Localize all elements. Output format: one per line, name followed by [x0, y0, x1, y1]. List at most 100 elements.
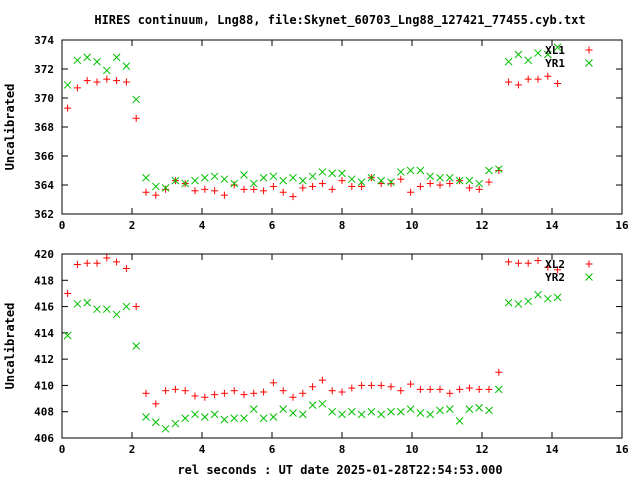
bottom-xl2-point	[122, 264, 130, 272]
bottom-yr2-point	[171, 419, 180, 428]
bottom-yr2-point	[142, 413, 150, 421]
bottom-yr2-point	[73, 300, 82, 308]
top-xl1-point	[348, 182, 356, 190]
bottom-yr2-point	[181, 414, 190, 423]
top-yr1-point	[328, 169, 337, 178]
bottom-yr2-point	[543, 294, 552, 303]
top-x-tick-label: 10	[405, 219, 418, 232]
bottom-yr2-point	[210, 410, 219, 419]
top-xl1-point	[250, 185, 258, 193]
bottom-yr2-point	[318, 399, 327, 408]
bottom-yr2-point	[63, 331, 72, 340]
top-x-tick-label: 16	[615, 219, 629, 232]
top-x-tick-label: 8	[339, 219, 346, 232]
top-xl1-point	[230, 181, 238, 189]
top-xl1-point	[514, 81, 522, 89]
top-panel: Uncalibrated 0 2 4 6 8 10 12 14 16 362 364 366 368 37…	[3, 34, 629, 232]
top-xl1-point	[93, 78, 101, 86]
top-legend-marker-xl1	[585, 46, 593, 54]
top-yr1-point	[240, 170, 248, 179]
bottom-xl2-point	[211, 391, 219, 399]
top-yr1-point	[132, 95, 141, 104]
top-xl1-point	[113, 77, 121, 85]
bottom-xl2-point	[397, 387, 405, 395]
bottom-xl2-point	[475, 385, 483, 393]
bottom-xl2-point	[279, 387, 287, 395]
bottom-y-tick-label: 416	[34, 301, 54, 314]
top-yr1-point	[543, 50, 552, 59]
bottom-yr2-point	[534, 290, 542, 299]
top-xl1-point	[152, 191, 160, 199]
bottom-xl2-point	[191, 392, 199, 400]
top-xl1-point	[426, 180, 434, 188]
bottom-yr2-point	[279, 405, 288, 413]
bottom-x-tick-label: 0	[59, 443, 66, 456]
top-y-tick-label: 374	[34, 34, 54, 47]
top-yr1-point	[181, 179, 190, 188]
bottom-y-axis-label: Uncalibrated	[3, 303, 17, 390]
bottom-xl2-point	[309, 383, 317, 391]
x-axis-label: rel seconds : UT date 2025-01-28T22:54:5…	[177, 463, 502, 477]
top-xl1-point	[318, 180, 326, 188]
top-axis-ticks: 0 2 4 6 8 10 12 14 16 362 364 366 368 370 372 374	[34, 34, 629, 232]
top-legend-label-xl1: XL1	[545, 44, 565, 57]
bottom-xl2-point	[260, 388, 268, 396]
top-xl1-point	[83, 77, 91, 85]
bottom-yr2-point	[338, 410, 346, 419]
bottom-yr2-point	[289, 409, 297, 417]
bottom-xl2-point	[456, 385, 464, 393]
top-yr1-point	[465, 176, 474, 185]
bottom-xl2-point	[534, 257, 542, 265]
bottom-xl2-point	[554, 266, 562, 274]
top-yr1-point	[73, 56, 82, 65]
top-x-tick-label: 14	[545, 219, 559, 232]
top-xl1-point	[122, 78, 130, 86]
top-yr1-point	[514, 50, 523, 59]
top-xl1-point	[260, 187, 268, 195]
top-y-axis-label: Uncalibrated	[3, 84, 17, 171]
top-xl1-point	[436, 181, 444, 189]
bottom-yr2-point	[485, 406, 493, 415]
bottom-xl2-point	[201, 393, 209, 401]
top-yr1-point	[387, 178, 395, 186]
bottom-yr2-point	[308, 401, 317, 409]
top-xl1-point	[358, 182, 366, 190]
bottom-x-tick-label: 8	[339, 443, 346, 456]
top-yr1-point	[142, 173, 150, 182]
bottom-xl2-point	[348, 384, 356, 392]
bottom-xl2-point	[514, 259, 522, 267]
bottom-x-tick-label: 10	[405, 443, 418, 456]
top-yr1-point	[367, 173, 376, 182]
bottom-xl2-point	[416, 385, 424, 393]
top-xl1-point	[220, 191, 228, 199]
bottom-yr2-point	[406, 405, 415, 413]
top-yr1-point	[269, 172, 278, 181]
bottom-yr2-point	[161, 424, 170, 433]
bottom-xl2-point	[407, 380, 415, 388]
bottom-yr2-point	[524, 297, 533, 306]
top-xl1-point	[534, 75, 542, 83]
top-yr1-point	[112, 53, 121, 62]
bottom-xl2-point	[436, 385, 444, 393]
bottom-xl2-point	[240, 391, 248, 399]
bottom-y-tick-label: 420	[34, 248, 54, 261]
bottom-x-tick-label: 16	[615, 443, 629, 456]
top-yr1-point	[338, 169, 346, 178]
top-xl1-point	[142, 188, 150, 196]
top-y-tick-label: 368	[34, 121, 54, 134]
top-x-tick-label: 6	[269, 219, 276, 232]
bottom-x-tick-label: 6	[269, 443, 276, 456]
bottom-xl2-point	[524, 259, 532, 267]
top-yr1-point	[220, 175, 229, 184]
bottom-yr2-point	[122, 302, 131, 311]
top-y-tick-label: 364	[34, 179, 54, 192]
bottom-yr2-point	[445, 405, 454, 413]
bottom-xl2-point	[377, 381, 385, 389]
bottom-xl2-point	[387, 383, 395, 391]
bottom-yr2-point	[151, 418, 160, 427]
bottom-y-tick-label: 408	[34, 406, 54, 419]
top-xl1-point	[240, 185, 248, 193]
bottom-yr2-point	[93, 305, 101, 314]
top-yr1-point	[210, 172, 219, 181]
bottom-x-tick-label: 12	[475, 443, 488, 456]
